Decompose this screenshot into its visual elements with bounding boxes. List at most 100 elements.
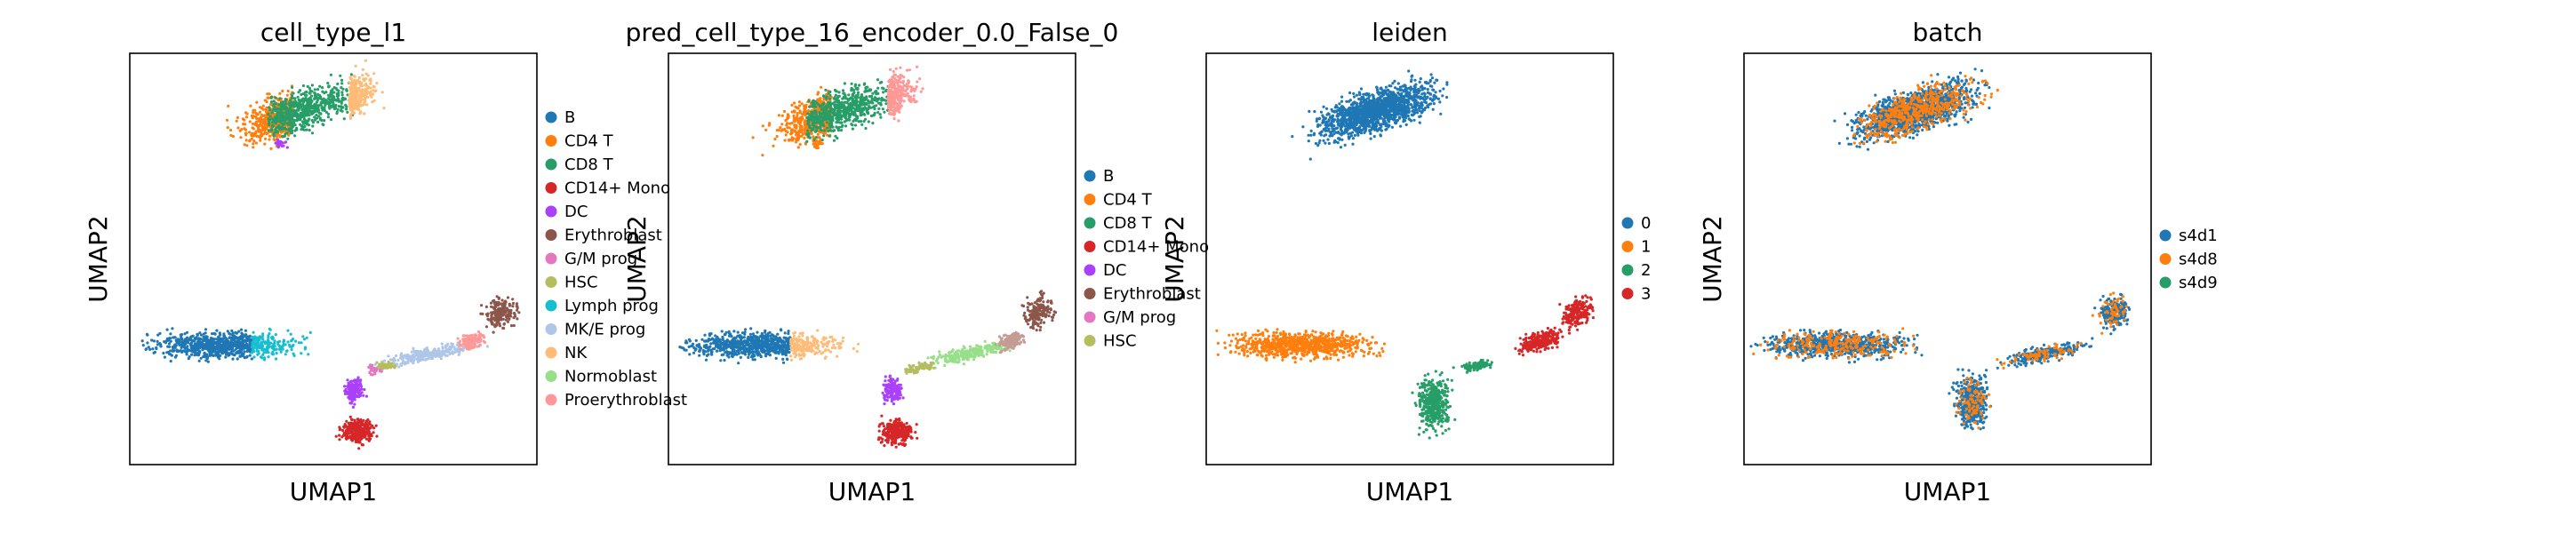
scatter-point	[204, 359, 208, 362]
scatter-point	[832, 129, 836, 132]
scatter-point	[193, 354, 196, 357]
scatter-point	[173, 336, 177, 339]
scatter-point	[329, 91, 332, 95]
scatter-point	[248, 139, 252, 142]
scatter-point	[343, 385, 347, 388]
scatter-point	[374, 424, 378, 427]
scatter-point	[341, 434, 346, 437]
scatter-point	[268, 138, 271, 141]
scatter-point	[327, 102, 331, 106]
legend-marker	[545, 135, 557, 147]
scatter-point	[277, 344, 281, 347]
scatter-point	[372, 99, 376, 102]
scatter-point	[827, 101, 830, 105]
scatter-point	[260, 117, 263, 121]
scatter-point	[908, 85, 912, 89]
scatter-point	[786, 131, 789, 134]
scatter-point	[279, 101, 284, 105]
scatter-point	[209, 341, 212, 345]
scatter-point	[243, 346, 246, 349]
scatter-point	[352, 74, 356, 77]
scatter-point	[145, 347, 148, 351]
scatter-point	[822, 95, 826, 99]
scatter-point	[292, 100, 296, 104]
scatter-point	[178, 343, 181, 346]
scatter-point	[351, 433, 355, 436]
scatter-point	[315, 116, 319, 120]
scatter-point	[404, 362, 407, 366]
scatter-point	[276, 145, 281, 148]
scatter-point	[316, 110, 320, 114]
scatter-point	[380, 362, 384, 365]
scatter-point	[864, 88, 868, 92]
scatter-point	[266, 348, 269, 352]
scatter-point	[293, 97, 297, 100]
scatter-point	[245, 336, 249, 339]
scatter-point	[372, 89, 375, 92]
scatter-point	[899, 84, 902, 88]
scatter-point	[896, 86, 900, 90]
scatter-point	[364, 394, 369, 398]
scatter-point	[254, 141, 258, 145]
scatter-point	[301, 84, 305, 88]
scatter-point	[790, 103, 794, 107]
scatter-point	[793, 101, 796, 105]
scatter-point	[372, 85, 376, 89]
scatter-point	[173, 343, 177, 346]
scatter-point	[307, 102, 310, 106]
scatter-point	[353, 380, 356, 384]
scatter-point	[345, 88, 348, 91]
scatter-point	[886, 104, 891, 108]
scatter-point	[256, 340, 260, 344]
scatter-point	[912, 99, 916, 102]
scatter-point	[344, 103, 348, 107]
scatter-point	[310, 84, 314, 87]
scatter-point	[424, 353, 428, 356]
scatter-point	[316, 92, 320, 96]
scatter-point	[261, 348, 265, 352]
scatter-point	[171, 349, 174, 353]
scatter-point	[328, 100, 332, 104]
scatter-point	[900, 89, 903, 92]
scatter-point	[862, 83, 867, 86]
scatter-point	[260, 345, 264, 348]
scatter-point	[892, 90, 895, 93]
scatter-point	[308, 128, 311, 132]
scatter-point	[490, 305, 493, 308]
scatter-point	[876, 78, 880, 82]
scatter-point	[269, 129, 273, 132]
scatter-point	[148, 347, 152, 351]
scatter-point	[146, 341, 149, 345]
scatter-point	[169, 337, 172, 340]
scatter-point	[499, 324, 502, 328]
scatter-point	[194, 350, 197, 354]
scatter-point	[349, 423, 353, 426]
scatter-point	[319, 103, 323, 107]
scatter-point	[275, 347, 278, 351]
scatter-point	[796, 113, 799, 117]
scatter-point	[299, 115, 302, 120]
scatter-point	[344, 107, 348, 111]
scatter-point	[817, 102, 820, 106]
scatter-point	[259, 106, 262, 109]
scatter-point	[824, 113, 828, 116]
scatter-point	[244, 139, 248, 142]
scatter-point	[356, 425, 359, 428]
scatter-point	[198, 345, 202, 348]
scatter-point	[223, 346, 228, 350]
scatter-point	[251, 351, 254, 354]
scatter-point	[828, 134, 831, 138]
scatter-point	[332, 94, 335, 98]
scatter-point	[284, 106, 288, 109]
scatter-point	[284, 98, 288, 101]
y-axis-label: UMAP2	[84, 215, 113, 303]
scatter-point	[212, 338, 216, 341]
scatter-point	[349, 102, 353, 106]
scatter-point	[511, 305, 515, 308]
scatter-point	[296, 95, 300, 99]
scatter-point	[412, 362, 415, 365]
scatter-point	[876, 98, 880, 101]
scatter-point	[254, 115, 258, 118]
scatter-point	[268, 120, 271, 123]
scatter-point	[764, 128, 768, 131]
